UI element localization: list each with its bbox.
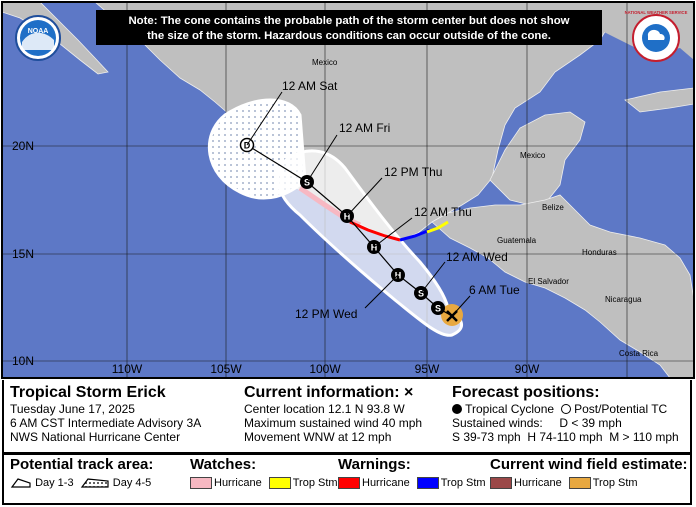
country-label-honduras: Honduras bbox=[582, 248, 617, 257]
svg-text:H: H bbox=[344, 212, 351, 222]
land-central-america bbox=[431, 194, 694, 378]
country-label-belize: Belize bbox=[542, 203, 564, 212]
storm-summary: Tropical Storm Erick Tuesday June 17, 20… bbox=[10, 384, 240, 444]
time-label-12am-sat: 12 AM Sat bbox=[282, 79, 338, 93]
note-line1: Note: The cone contains the probable pat… bbox=[128, 15, 569, 27]
forecast-title: Forecast positions: bbox=[452, 384, 600, 401]
watch-trop-stm-swatch bbox=[268, 477, 291, 490]
time-label-12am-thu: 12 AM Thu bbox=[414, 205, 472, 219]
d-category: D < 39 mph bbox=[559, 416, 622, 430]
wind-field-legend: Current wind field estimate: Hurricane T… bbox=[490, 456, 690, 490]
note-line2: the size of the storm. Hazardous conditi… bbox=[147, 30, 551, 42]
tc-dot-icon bbox=[452, 404, 462, 414]
track-area-title: Potential track area: bbox=[10, 456, 154, 473]
legend-box bbox=[2, 453, 692, 505]
wind-trop-stm-label: Trop Stm bbox=[592, 477, 638, 489]
time-label-12pm-thu: 12 PM Thu bbox=[384, 165, 442, 179]
lat-label-15n: 15N bbox=[12, 247, 34, 261]
country-label-nicaragua: Nicaragua bbox=[605, 295, 642, 304]
country-label-el-salvador: El Salvador bbox=[528, 277, 569, 286]
day13-shape-icon bbox=[10, 478, 31, 488]
track-area-legend: Potential track area: Day 1-3 Day 4-5 bbox=[10, 456, 190, 489]
warnings-title: Warnings: bbox=[338, 456, 411, 473]
lat-label-20n: 20N bbox=[12, 139, 34, 153]
warn-trop-stm-label: Trop Stm bbox=[440, 477, 486, 489]
wind-categories: S 39-73 mph H 74-110 mph M > 110 mph bbox=[452, 430, 679, 444]
warn-trop-stm-coast bbox=[399, 228, 431, 242]
advisory-date: Tuesday June 17, 2025 bbox=[10, 402, 135, 416]
current-information: Current information: × Center location 1… bbox=[244, 384, 454, 444]
warn-hurricane-swatch bbox=[338, 477, 360, 490]
post-tc-label: Post/Potential TC bbox=[574, 402, 668, 416]
post-tc-circle-icon bbox=[560, 404, 571, 414]
country-label-mexico-north: Mexico bbox=[312, 58, 338, 67]
track-point-s1: S bbox=[431, 301, 445, 315]
country-label-costa-rica: Costa Rica bbox=[619, 349, 659, 358]
nws-logo-text: NATIONAL WEATHER SERVICE bbox=[625, 10, 688, 15]
warn-hurricane-label: Hurricane bbox=[362, 477, 410, 489]
wind-trop-stm-swatch bbox=[568, 477, 591, 490]
sustained-label: Sustained winds: bbox=[452, 416, 543, 430]
forecast-positions: Forecast positions: Tropical Cyclone Pos… bbox=[452, 384, 688, 444]
time-label-6am-tue: 6 AM Tue bbox=[469, 283, 520, 297]
lon-label-100w: 100W bbox=[309, 362, 341, 376]
current-mark-icon: × bbox=[404, 384, 414, 401]
land-cuba bbox=[624, 87, 694, 113]
issuing-center: NWS National Hurricane Center bbox=[10, 430, 181, 444]
warn-hurricane-coast bbox=[349, 220, 401, 242]
advisory-number: 6 AM CST Intermediate Advisory 3A bbox=[10, 416, 202, 430]
svg-text:D: D bbox=[244, 141, 251, 151]
lat-label-10n: 10N bbox=[12, 354, 34, 368]
day45-shape-icon bbox=[80, 478, 109, 488]
warn-trop-stm-swatch bbox=[416, 477, 439, 490]
lon-label-95w: 95W bbox=[415, 362, 440, 376]
watches-title: Watches: bbox=[190, 456, 257, 473]
lon-label-110w: 110W bbox=[112, 362, 143, 376]
watch-hurricane-label: Hurricane bbox=[214, 477, 262, 489]
storm-name: Tropical Storm Erick bbox=[10, 384, 166, 401]
watch-hurricane-swatch bbox=[190, 477, 212, 490]
movement: Movement WNW at 12 mph bbox=[244, 430, 392, 444]
time-label-12am-fri: 12 AM Fri bbox=[339, 121, 390, 135]
watch-trop-stm-label: Trop Stm bbox=[292, 477, 338, 489]
map-frame bbox=[1, 1, 695, 379]
country-label-mexico-south: Mexico bbox=[520, 151, 546, 160]
wind-hurricane-swatch bbox=[490, 477, 512, 490]
lon-label-105w: 105W bbox=[210, 362, 242, 376]
note-box bbox=[96, 10, 602, 45]
watch-trop-stm-coast bbox=[426, 220, 449, 234]
max-wind: Maximum sustained wind 40 mph bbox=[244, 416, 423, 430]
label-leaders bbox=[246, 91, 471, 317]
svg-text:S: S bbox=[435, 304, 441, 314]
wind-field-title: Current wind field estimate: bbox=[490, 456, 688, 473]
noaa-logo-text: NOAA bbox=[28, 28, 49, 35]
time-label-12pm-wed: 12 PM Wed bbox=[295, 307, 357, 321]
day45-label: Day 4-5 bbox=[112, 477, 152, 489]
lon-label-90w: 90W bbox=[515, 362, 540, 376]
country-label-guatemala: Guatemala bbox=[497, 236, 537, 245]
svg-text:S: S bbox=[418, 289, 424, 299]
wind-hurricane-label: Hurricane bbox=[514, 477, 562, 489]
time-label-12am-wed: 12 AM Wed bbox=[446, 250, 508, 264]
svg-text:H: H bbox=[371, 243, 378, 253]
noaa-logo: NOAA bbox=[15, 15, 61, 61]
current-info-title: Current information: bbox=[244, 384, 400, 401]
warnings-legend: Warnings: Hurricane Trop Stm bbox=[338, 456, 488, 490]
center-location: Center location 12.1 N 93.8 W bbox=[244, 402, 405, 416]
day13-label: Day 1-3 bbox=[35, 477, 74, 489]
svg-text:S: S bbox=[304, 178, 310, 188]
watches-legend: Watches: Hurricane Trop Stm bbox=[190, 456, 340, 490]
nws-logo: NATIONAL WEATHER SERVICE bbox=[625, 10, 688, 62]
tc-label: Tropical Cyclone bbox=[465, 402, 555, 416]
